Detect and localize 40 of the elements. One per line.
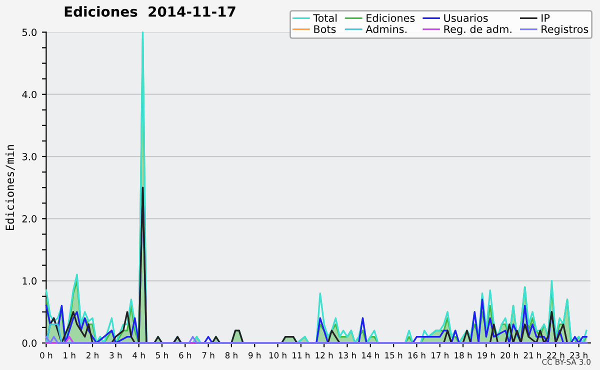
- y-tick-label: 4.0: [22, 90, 37, 98]
- x-tick-label: 12 h: [316, 352, 333, 358]
- x-tick-label: 0 h: [40, 352, 52, 358]
- y-tick-label: 0.0: [22, 339, 37, 347]
- x-tick-label: 2 h: [86, 352, 98, 358]
- legend-label: Admins.: [366, 25, 406, 34]
- chart-title: Ediciones 2014-11-17: [64, 6, 236, 17]
- x-tick-label: 19 h: [478, 352, 495, 358]
- x-tick-label: 15 h: [385, 352, 402, 358]
- x-tick-label: 14 h: [362, 352, 379, 358]
- x-tick-label: 16 h: [408, 352, 426, 358]
- legend-label: Bots: [314, 25, 336, 34]
- x-tick-label: 4 h: [132, 352, 145, 358]
- y-tick-label: 2.0: [22, 215, 37, 222]
- x-tick-label: 8 h: [225, 352, 238, 358]
- y-tick-label: 1.0: [22, 277, 37, 285]
- x-tick-label: 13 h: [338, 352, 356, 358]
- x-tick-label: 7 h: [202, 352, 214, 358]
- x-tick-label: 3 h: [110, 352, 122, 358]
- x-tick-label: 1 h: [64, 352, 76, 358]
- x-tick-label: 10 h: [269, 352, 286, 358]
- y-tick-label: 3.0: [22, 152, 37, 160]
- x-tick-label: 6 h: [179, 352, 192, 358]
- legend-label: Registros: [542, 25, 588, 36]
- y-tick-label: 5.0: [22, 28, 37, 36]
- y-axis-title: Ediciones/min: [5, 145, 15, 230]
- x-tick-label: 18 h: [454, 352, 472, 358]
- x-tick-label: 11 h: [292, 352, 310, 358]
- legend-label: Total: [313, 14, 337, 22]
- x-tick-label: 21 h: [524, 352, 542, 358]
- x-tick-label: 23 h: [570, 352, 588, 358]
- x-tick-label: 20 h: [500, 352, 518, 358]
- x-tick-label: 22 h: [547, 352, 564, 358]
- legend-label: Usuarios: [444, 14, 488, 22]
- legend-label: Ediciones: [366, 14, 415, 22]
- legend-label: IP: [542, 14, 550, 22]
- x-tick-label: 9 h: [248, 352, 261, 358]
- x-tick-label: 5 h: [156, 352, 168, 358]
- x-tick-label: 17 h: [432, 352, 448, 358]
- legend-label: Reg. de adm.: [444, 25, 512, 36]
